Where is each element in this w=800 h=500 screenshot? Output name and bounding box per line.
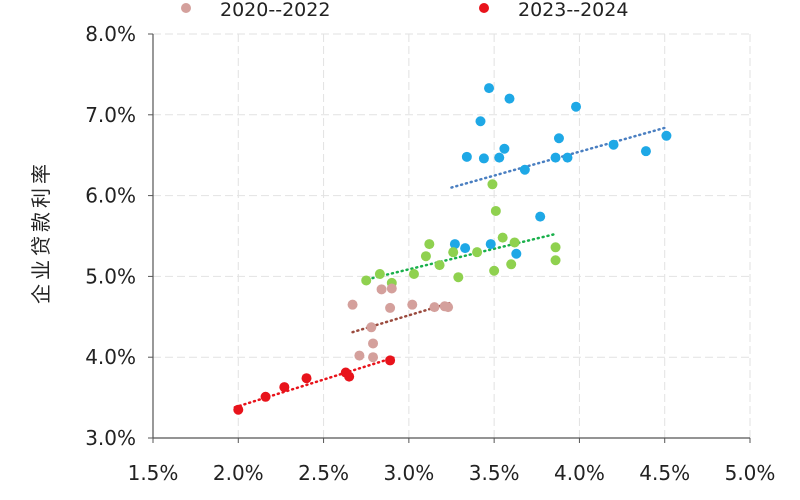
data-point-2020-2022 <box>366 322 377 333</box>
data-point-2023-2024 <box>260 391 271 402</box>
data-point-green-group <box>448 247 459 258</box>
data-point-2020-2022 <box>443 302 454 313</box>
trend-line-green-group <box>361 233 556 282</box>
data-point-2023-2024 <box>301 373 312 384</box>
y-tick-label: 6.0% <box>85 184 136 208</box>
data-point-blue-group <box>478 153 489 164</box>
trend-lines <box>233 125 670 409</box>
data-point-blue-group <box>449 239 460 250</box>
data-point-green-group <box>487 179 498 190</box>
data-point-green-group <box>497 232 508 243</box>
x-tick-label: 2.0% <box>213 461 264 485</box>
data-point-green-group <box>550 242 561 253</box>
y-axis-label: 企业贷款利率 <box>29 160 53 304</box>
x-tick-label: 5.0% <box>725 461 776 485</box>
data-point-2020-2022 <box>368 338 379 349</box>
axes <box>148 33 751 443</box>
data-point-blue-group <box>484 83 495 94</box>
data-point-2023-2024 <box>385 355 396 366</box>
y-tick-label: 7.0% <box>85 103 136 127</box>
data-point-blue-group <box>553 133 564 144</box>
data-point-blue-group <box>519 164 530 175</box>
x-tick-label: 3.0% <box>383 461 434 485</box>
data-point-green-group <box>361 275 372 286</box>
data-point-2020-2022 <box>368 352 379 363</box>
data-point-2020-2022 <box>407 299 418 310</box>
data-point-blue-group <box>460 243 471 254</box>
data-point-blue-group <box>571 101 582 112</box>
data-point-green-group <box>550 255 561 266</box>
y-tick-label: 3.0% <box>85 426 136 450</box>
data-point-green-group <box>472 247 483 258</box>
x-tick-label: 2.5% <box>298 461 349 485</box>
data-point-green-group <box>374 268 385 279</box>
data-point-blue-group <box>461 151 472 162</box>
data-point-green-group <box>424 239 435 250</box>
y-tick-label: 8.0% <box>85 22 136 46</box>
x-tick-label: 3.5% <box>469 461 520 485</box>
data-point-blue-group <box>550 152 561 163</box>
data-point-blue-group <box>475 116 486 127</box>
x-tick-labels: 1.5% 2.0% 2.5% 3.0% 3.5% 4.0% 4.5% 5.0% <box>128 461 776 485</box>
x-tick-label: 4.5% <box>639 461 690 485</box>
data-point-green-group <box>509 237 520 248</box>
data-point-green-group <box>453 272 464 283</box>
data-point-blue-group <box>562 152 573 163</box>
data-points <box>233 83 672 415</box>
legend-label-2023-2024: 2023--2024 <box>518 0 628 21</box>
data-point-blue-group <box>661 130 672 141</box>
data-point-2020-2022 <box>354 350 365 361</box>
y-tick-label: 5.0% <box>85 264 136 288</box>
data-point-2023-2024 <box>279 382 290 393</box>
data-point-2023-2024 <box>344 371 355 382</box>
data-point-blue-group <box>504 93 515 104</box>
data-point-green-group <box>434 260 445 271</box>
x-tick-label: 1.5% <box>128 461 179 485</box>
data-point-blue-group <box>485 239 496 250</box>
data-point-2020-2022 <box>385 302 396 313</box>
data-point-2020-2022 <box>429 302 440 313</box>
data-point-green-group <box>489 265 500 276</box>
data-point-green-group <box>420 251 431 262</box>
data-point-blue-group <box>535 211 546 222</box>
data-point-blue-group <box>640 146 651 157</box>
legend-marker-2020-2022 <box>181 3 191 13</box>
data-point-blue-group <box>511 248 522 259</box>
legend-label-2020-2022: 2020--2022 <box>220 0 330 21</box>
grid-lines <box>153 33 751 438</box>
data-point-blue-group <box>608 139 619 150</box>
trend-line-2023-2024 <box>233 355 397 409</box>
data-point-2020-2022 <box>376 284 387 295</box>
data-point-blue-group <box>499 143 510 154</box>
data-point-2020-2022 <box>386 283 397 294</box>
data-point-blue-group <box>494 152 505 163</box>
legend-marker-2023-2024 <box>479 3 489 13</box>
data-point-green-group <box>408 268 419 279</box>
data-point-2020-2022 <box>347 299 358 310</box>
data-point-green-group <box>490 205 501 216</box>
y-tick-labels: 3.0% 4.0% 5.0% 6.0% 7.0% 8.0% <box>85 22 136 450</box>
legend: 2020--2022 2023--2024 <box>181 0 628 21</box>
data-point-2023-2024 <box>233 404 244 415</box>
x-tick-label: 4.0% <box>554 461 605 485</box>
y-tick-label: 4.0% <box>85 345 136 369</box>
data-point-green-group <box>506 259 517 270</box>
